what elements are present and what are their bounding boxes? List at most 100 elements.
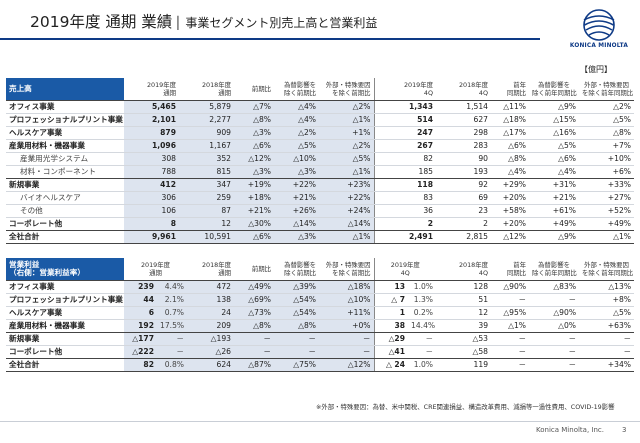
row-label: 全社合計 <box>6 358 124 372</box>
table-cell: － <box>408 345 437 359</box>
table-cell: 788 <box>124 165 179 179</box>
table-cell: 2,277 <box>179 113 234 127</box>
table-cell: 5,879 <box>179 100 234 114</box>
table-cell: 1,343 <box>373 100 436 114</box>
table-cell: － <box>529 293 580 307</box>
table-cell: 352 <box>179 152 234 166</box>
page-title: 2019年度 通期 業績 │ 事業セグメント別売上高と営業利益 <box>30 10 377 34</box>
table-cell: － <box>491 293 530 307</box>
table-cell: 192 <box>124 319 157 333</box>
table-cell: － <box>579 345 635 359</box>
table-cell: 209 <box>187 319 235 333</box>
table-cell: 36 <box>373 204 436 218</box>
revenue-table: 売上高 2019年度 通期 2018年度 通期 前期比 為替影響を 除く前期比 外部・特殊要因を… <box>6 78 634 244</box>
table-cell: △29 <box>373 332 409 346</box>
table-cell: △69% <box>234 293 275 307</box>
table-cell: △6% <box>491 139 529 153</box>
table-cell: － <box>408 332 437 346</box>
table-cell: △16% <box>529 126 579 140</box>
column-header: 外部・特殊要因 を除く前年同期比 <box>579 258 635 281</box>
table-row: コーポレート他 △222 － △26 －－－ △41 － △58 －－－ <box>6 345 635 359</box>
table-cell: +49% <box>579 217 634 231</box>
table-row: コーポレート他 8 12 △30% △14% △14% 2 2 +20% +49% +49% <box>6 217 634 231</box>
table-cell: 193 <box>436 165 491 179</box>
table-cell: 82 <box>373 152 436 166</box>
column-header: 為替影響を 除く前年同期比 <box>529 258 580 281</box>
table-cell: +63% <box>579 319 635 333</box>
konica-minolta-logo-icon <box>583 9 615 41</box>
table-cell: △6% <box>529 152 579 166</box>
table-cell: △193 <box>187 332 235 346</box>
column-header: 2019年度 4Q <box>373 258 437 281</box>
table-row: 新規事業 412 347 +19% +22% +23% 118 92 +29% +31% +33% <box>6 178 634 192</box>
table-cell: 118 <box>373 178 436 192</box>
table-cell: +27% <box>579 191 634 205</box>
column-header: 2018年度 通期 <box>187 258 235 281</box>
column-header: 2019年度 通期 <box>124 258 188 281</box>
table-cell: +22% <box>319 191 374 205</box>
table-cell: △8% <box>579 126 634 140</box>
table-cell: 815 <box>179 165 234 179</box>
table-cell: +11% <box>319 306 375 320</box>
table-row: オフィス事業 5,465 5,879 △7% △4% △2% 1,343 1,514 △11% △… <box>6 100 634 114</box>
table-cell: △4% <box>529 165 579 179</box>
table-cell: 13 <box>373 280 409 294</box>
table-cell: 83 <box>373 191 436 205</box>
table-cell: 879 <box>124 126 179 140</box>
table-cell: － <box>157 345 188 359</box>
table-row: オフィス事業 239 4.4% 472 △49% △39% △18% 13 1.0% 128 △90… <box>6 280 635 294</box>
table-cell: △90% <box>491 280 530 294</box>
table-cell: △4% <box>491 165 529 179</box>
table-cell: △3% <box>234 126 274 140</box>
table-cell: － <box>319 345 375 359</box>
table-cell: 39 <box>436 319 492 333</box>
table-cell: 1,167 <box>179 139 234 153</box>
table-cell: △ 7 <box>373 293 409 307</box>
row-label: プロフェッショナルプリント事業 <box>6 293 124 307</box>
table-row: ヘルスケア事業 879 909 △3% △2% +1% 247 298 △17% △16% △8% <box>6 126 634 140</box>
table-cell: 106 <box>124 204 179 218</box>
row-label: オフィス事業 <box>6 100 124 114</box>
column-header: 外部・特殊要因 を除く前期比 <box>319 258 375 281</box>
column-header: 外部・特殊要因 を除く前年同期比 <box>579 78 634 101</box>
table-cell: △54% <box>274 293 320 307</box>
column-header: 2018年度 通期 <box>179 78 234 101</box>
table-cell: △5% <box>274 139 319 153</box>
table-cell: +23% <box>319 178 374 192</box>
table-row: プロフェッショナルプリント事業 2,101 2,277 △8% △4% △1% 514 627… <box>6 113 634 127</box>
table-cell: △9% <box>529 230 579 244</box>
table-cell: △54% <box>274 306 320 320</box>
table-cell: +10% <box>579 152 634 166</box>
profit-header-label: 営業利益 （右側：営業利益率） <box>6 258 124 281</box>
table-cell: △3% <box>274 230 319 244</box>
row-label: ヘルスケア事業 <box>6 126 124 140</box>
table-cell: 4.4% <box>157 280 188 294</box>
table-cell: △ 24 <box>373 358 409 372</box>
table-cell: △12% <box>491 230 529 244</box>
column-header: 為替影響を 除く前年同期比 <box>529 78 579 101</box>
table-cell: 44 <box>124 293 157 307</box>
table-cell: － <box>529 358 580 372</box>
table-cell: － <box>579 332 635 346</box>
table-cell: 8 <box>124 217 179 231</box>
column-header: 2019年度 4Q <box>373 78 436 101</box>
table-row: 産業用材料・機器事業 1,096 1,167 △6% △5% △2% 267 283 △6% △5… <box>6 139 634 153</box>
table-cell: 82 <box>124 358 157 372</box>
table-cell: 283 <box>436 139 491 153</box>
table-cell: － <box>529 345 580 359</box>
table-row: 産業用光学システム 308 352 △12% △10% △5% 82 90 △8% △6% +10% <box>6 152 634 166</box>
table-cell: +21% <box>529 191 579 205</box>
table-cell: 0.7% <box>157 306 188 320</box>
table-cell: 1.0% <box>408 358 437 372</box>
table-cell: 624 <box>187 358 235 372</box>
table-cell: 51 <box>436 293 492 307</box>
table-row: 全社合計 82 0.8% 624 △87% △75% △12% △ 24 1.0% 119 －－ +3… <box>6 358 635 372</box>
row-label: 全社合計 <box>6 230 124 244</box>
table-cell: +20% <box>491 217 529 231</box>
table-cell: 69 <box>436 191 491 205</box>
title-underline <box>0 38 540 40</box>
column-header: 前年 同期比 <box>491 78 529 101</box>
table-cell: 412 <box>124 178 179 192</box>
table-cell: △14% <box>274 217 319 231</box>
table-cell: － <box>234 332 275 346</box>
